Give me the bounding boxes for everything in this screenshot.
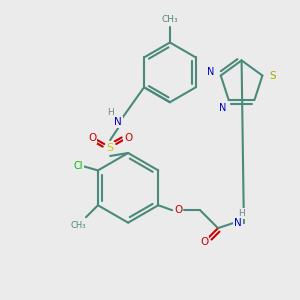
- Text: S: S: [269, 70, 276, 80]
- Text: N: N: [234, 218, 242, 228]
- Text: O: O: [124, 133, 132, 143]
- Text: Cl: Cl: [73, 161, 83, 171]
- Text: N: N: [219, 103, 226, 113]
- Text: S: S: [106, 143, 114, 153]
- Text: O: O: [88, 133, 96, 143]
- Text: O: O: [174, 205, 182, 215]
- Text: CH₃: CH₃: [70, 221, 86, 230]
- Text: N: N: [207, 67, 214, 76]
- Text: H: H: [238, 209, 245, 218]
- Text: H: H: [107, 108, 114, 117]
- Text: CH₃: CH₃: [162, 15, 178, 24]
- Text: N: N: [114, 117, 122, 127]
- Text: O: O: [200, 237, 208, 247]
